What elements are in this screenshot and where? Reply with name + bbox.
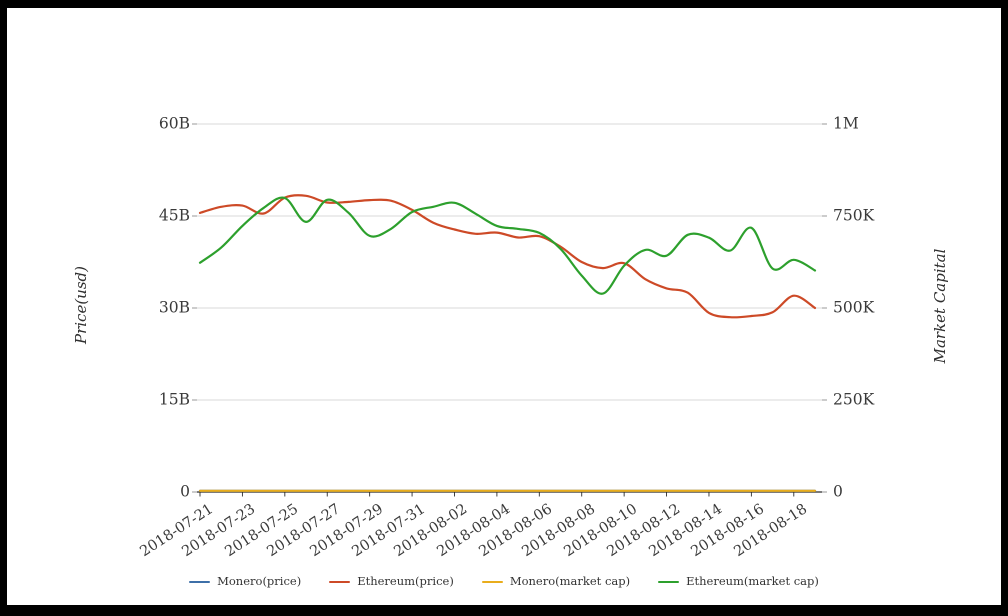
right-tick-label: 1M <box>833 114 859 133</box>
right-tick-label: 750K <box>833 206 875 225</box>
left-tick-label: 0 <box>180 482 190 501</box>
legend-item-monero-price-: Monero(price) <box>189 574 302 588</box>
left-tick-label: 15B <box>158 390 190 409</box>
legend-line-swatch <box>481 580 503 583</box>
legend-line-swatch <box>329 580 351 583</box>
legend-label: Ethereum(market cap) <box>686 574 819 588</box>
legend-line-swatch <box>189 580 211 583</box>
legend-line-swatch <box>658 580 680 583</box>
series-line-ethereum-price- <box>198 194 817 319</box>
legend-item-monero-market-cap-: Monero(market cap) <box>481 574 631 588</box>
right-tick-label: 0 <box>833 482 843 501</box>
right-axis-title: Market Capital <box>931 248 949 364</box>
legend-item-ethereum-price-: Ethereum(price) <box>329 574 454 588</box>
legend-label: Ethereum(price) <box>357 574 454 588</box>
legend-item-ethereum-market-cap-: Ethereum(market cap) <box>658 574 819 588</box>
left-axis-title: Price(usd) <box>72 265 90 345</box>
right-tick-label: 250K <box>833 390 875 409</box>
chart-legend: Monero(price) Ethereum(price) Monero(marke… <box>0 574 1008 588</box>
legend-label: Monero(price) <box>217 574 302 588</box>
legend-label: Monero(market cap) <box>509 574 631 588</box>
left-tick-label: 45B <box>158 206 190 225</box>
right-tick-label: 500K <box>833 298 875 317</box>
left-tick-label: 30B <box>158 298 190 317</box>
left-tick-label: 60B <box>158 114 190 133</box>
series-line-ethereum-market-cap- <box>198 196 817 295</box>
